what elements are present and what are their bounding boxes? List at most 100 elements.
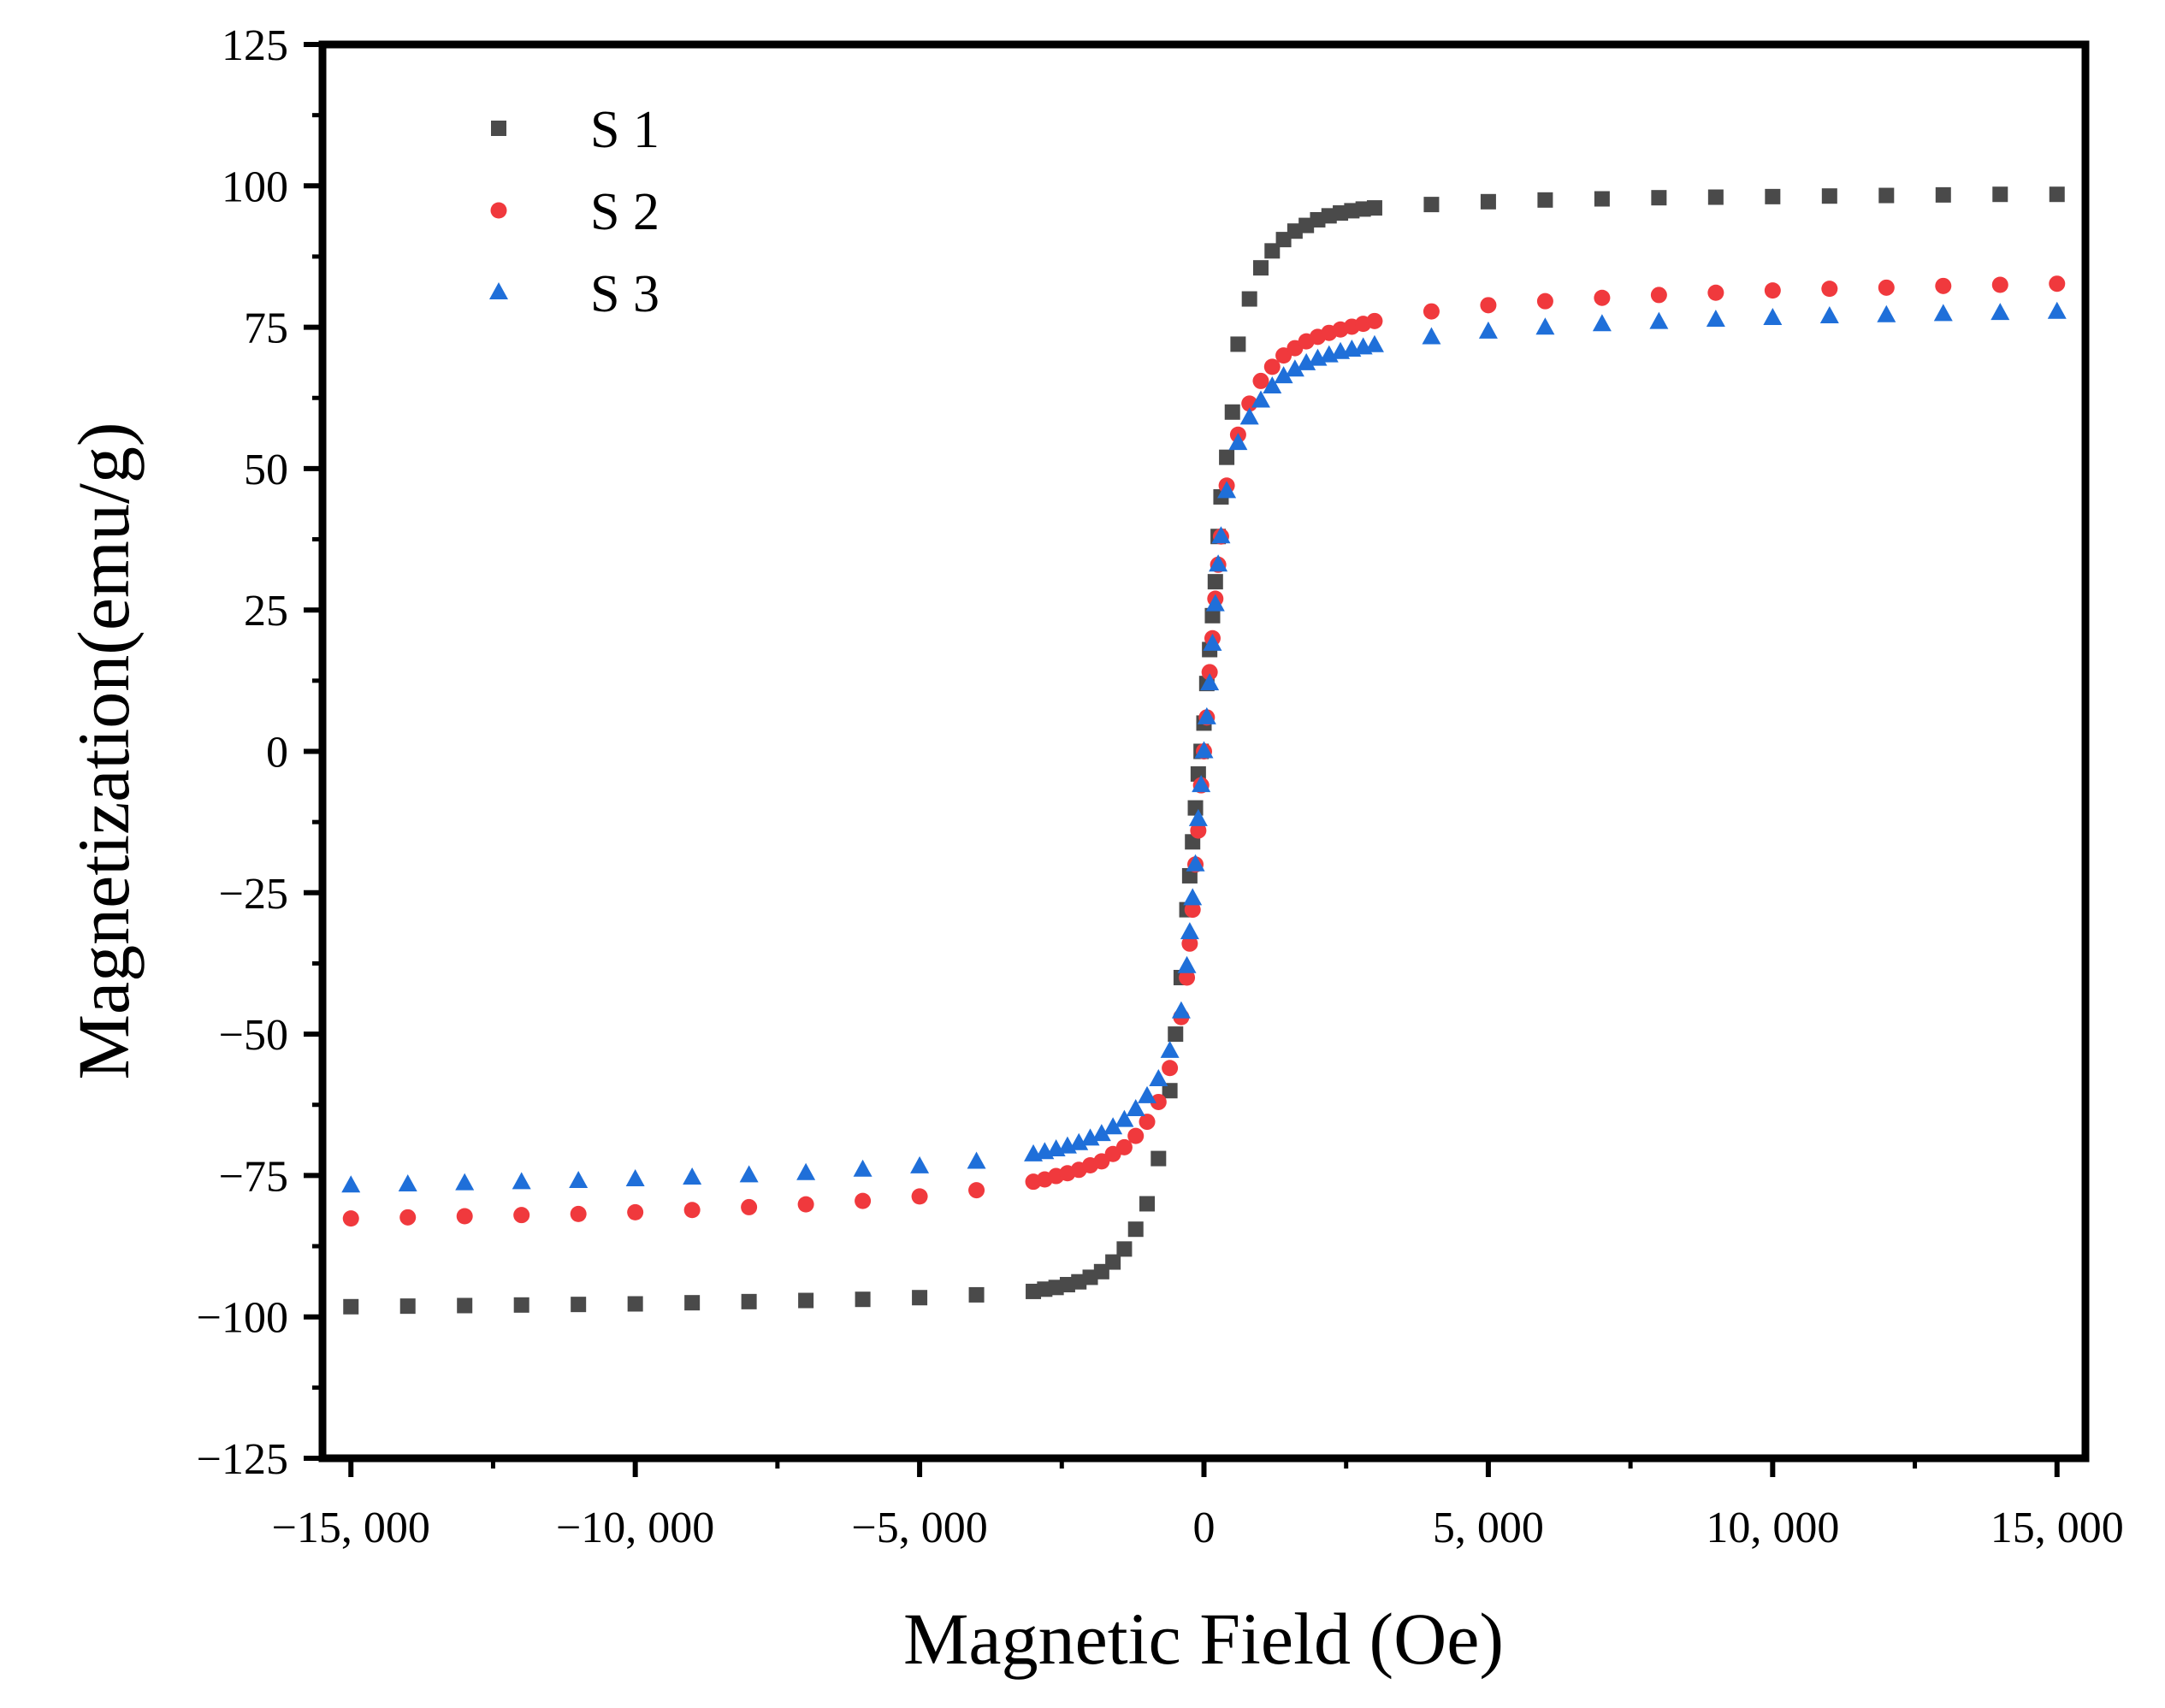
data-point-triangle <box>1819 306 1839 324</box>
legend-label-2: S 2 <box>590 183 660 241</box>
data-point-square <box>1207 574 1223 590</box>
data-point-circle <box>342 1210 359 1227</box>
data-point-square <box>1127 1221 1144 1238</box>
series-1 <box>343 186 2065 1315</box>
data-point-square <box>1204 607 1221 624</box>
data-point-square <box>1765 188 1781 204</box>
data-point-circle <box>1480 297 1497 314</box>
data-point-triangle <box>1239 407 1259 425</box>
data-point-square <box>1219 449 1235 465</box>
data-point-triangle <box>625 1169 645 1187</box>
data-point-square <box>1366 200 1382 216</box>
data-point-circle <box>1115 1138 1133 1155</box>
data-point-square <box>1651 190 1667 206</box>
data-point-square <box>571 1297 587 1313</box>
data-point-square <box>1594 191 1610 207</box>
data-point-triangle <box>1205 594 1225 612</box>
data-point-circle <box>1707 284 1724 301</box>
data-point-triangle <box>1103 1117 1123 1135</box>
data-point-circle <box>1536 293 1553 310</box>
data-point-circle <box>1366 312 1383 329</box>
data-point-circle <box>627 1203 644 1220</box>
data-point-triangle <box>1183 888 1203 906</box>
data-point-triangle <box>1194 741 1214 759</box>
data-point-square <box>1707 189 1724 205</box>
legend: S 1 S 2 S 3 <box>489 101 660 323</box>
legend-marker-2 <box>490 202 507 219</box>
data-point-triangle <box>1197 706 1216 724</box>
data-point-circle <box>1181 935 1198 952</box>
legend-marker-1 <box>491 121 506 136</box>
data-point-circle <box>399 1209 417 1226</box>
data-point-circle <box>1127 1127 1145 1144</box>
data-point-square <box>1992 186 2008 203</box>
data-point-square <box>1187 800 1204 816</box>
data-point-square <box>1151 1150 1167 1167</box>
y-tick-label: −100 <box>197 1294 288 1343</box>
data-point-circle <box>855 1192 872 1209</box>
data-point-square <box>1252 260 1269 276</box>
data-point-triangle <box>1209 554 1228 572</box>
data-point-circle <box>1423 303 1440 320</box>
data-point-square <box>343 1298 359 1315</box>
data-point-square <box>399 1298 416 1315</box>
data-point-square <box>684 1295 701 1311</box>
data-point-triangle <box>796 1162 816 1180</box>
data-point-triangle <box>1115 1109 1134 1127</box>
data-point-triangle <box>1274 366 1293 384</box>
data-point-triangle <box>1217 481 1237 499</box>
data-point-square <box>1105 1254 1121 1270</box>
y-tick-label: 25 <box>244 587 288 635</box>
y-tick-label: −75 <box>219 1152 288 1201</box>
y-tick-label: −50 <box>219 1011 288 1060</box>
data-point-triangle <box>341 1175 361 1193</box>
data-point-square <box>1480 193 1496 210</box>
data-point-triangle <box>853 1159 873 1177</box>
data-point-circle <box>1263 358 1281 375</box>
y-tick-label: −125 <box>197 1435 288 1484</box>
data-point-square <box>798 1292 814 1309</box>
data-point-triangle <box>1171 1001 1191 1019</box>
data-point-triangle <box>1706 310 1725 328</box>
data-point-circle <box>570 1205 587 1222</box>
data-point-triangle <box>1080 1128 1100 1146</box>
data-point-square <box>2049 186 2065 203</box>
y-tick-label: 75 <box>244 304 288 353</box>
y-tick-label: 50 <box>244 446 288 494</box>
data-point-square <box>1935 186 1951 203</box>
data-point-triangle <box>1188 808 1208 826</box>
x-tick-label: 5, 000 <box>1433 1504 1544 1552</box>
y-tick-label: 125 <box>222 21 288 70</box>
x-tick-label: −15, 000 <box>272 1504 430 1552</box>
data-point-triangle <box>1297 352 1316 370</box>
x-tick-label: −10, 000 <box>556 1504 714 1552</box>
data-point-square <box>1139 1196 1156 1212</box>
x-axis-title: Magnetic Field (Oe) <box>903 1598 1504 1680</box>
data-point-triangle <box>1126 1099 1145 1117</box>
data-point-square <box>1423 197 1440 213</box>
data-point-triangle <box>967 1151 986 1169</box>
legend-marker-3 <box>489 282 508 299</box>
data-point-circle <box>968 1182 985 1199</box>
data-point-triangle <box>1285 359 1304 377</box>
data-point-triangle <box>398 1173 417 1191</box>
data-point-circle <box>1201 664 1218 681</box>
data-point-circle <box>1764 282 1781 299</box>
data-point-circle <box>1991 276 2008 293</box>
data-point-triangle <box>1091 1124 1111 1142</box>
data-point-triangle <box>1478 321 1498 339</box>
data-point-square <box>968 1286 985 1303</box>
data-point-triangle <box>1228 433 1248 451</box>
data-point-square <box>627 1296 643 1312</box>
data-point-square <box>1821 188 1837 204</box>
data-point-triangle <box>1364 334 1384 352</box>
data-point-square <box>1230 336 1246 352</box>
data-point-triangle <box>1251 390 1270 408</box>
data-point-triangle <box>1177 955 1197 973</box>
data-point-circle <box>456 1208 473 1225</box>
data-point-square <box>1116 1241 1133 1257</box>
y-axis-title: Magnetization(emu/g) <box>62 423 145 1080</box>
data-point-square <box>1168 1026 1184 1043</box>
data-point-square <box>457 1297 473 1314</box>
